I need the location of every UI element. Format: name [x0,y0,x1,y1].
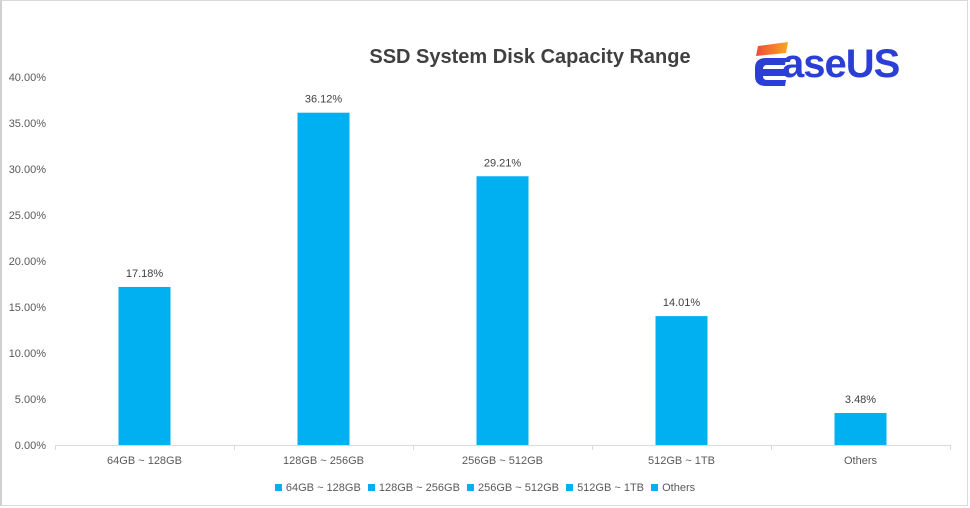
y-tick-label: 15.00% [9,302,47,314]
y-tick-label: 5.00% [15,394,46,406]
legend-swatch [566,483,574,491]
data-label: 17.18% [126,268,164,280]
legend-item: 128GB ~ 256GB [367,482,460,494]
legend-item: 64GB ~ 128GB [274,482,361,494]
legend-item: Others [651,482,695,494]
legend-item: 512GB ~ 1TB [566,482,644,494]
data-label: 14.01% [663,297,701,309]
y-tick-label: 0.00% [15,440,46,452]
data-label: 36.12% [305,94,343,106]
x-tick-label: 256GB ~ 512GB [462,455,543,467]
legend-swatch [466,483,474,491]
x-tick-label: Others [844,455,878,467]
chart-legend: 64GB ~ 128GB 128GB ~ 256GB 256GB ~ 512GB… [0,482,970,494]
legend-swatch [651,483,659,491]
legend-label: 128GB ~ 256GB [378,482,460,494]
bar [834,412,887,445]
x-tick-label: 512GB ~ 1TB [648,455,715,467]
legend-label: 512GB ~ 1TB [577,482,645,494]
x-tick-label: 128GB ~ 256GB [283,455,364,467]
x-tick-label: 64GB ~ 128GB [107,455,182,467]
y-tick-label: 10.00% [9,348,47,360]
bar [476,176,529,445]
y-tick-label: 30.00% [9,164,47,176]
legend-label: 64GB ~ 128GB [285,482,361,494]
y-tick-label: 35.00% [9,118,47,130]
bar-chart: 0.00% 5.00% 10.00% 15.00% 20.00% 25.00% 30.00%… [9,72,951,467]
bar [118,286,171,445]
y-tick-label: 40.00% [9,72,47,84]
data-label: 29.21% [484,157,522,169]
legend-swatch [274,483,282,491]
y-tick-label: 20.00% [9,256,47,268]
logo-e-mark-icon [755,42,788,86]
bar [655,316,708,445]
easeus-logo: aseUS [752,38,914,88]
legend-item: 256GB ~ 512GB [466,482,559,494]
logo-text: aseUS [782,42,900,86]
legend-label: Others [662,482,696,494]
legend-swatch [367,483,375,491]
chart-title: SSD System Disk Capacity Range [369,46,691,68]
legend-label: 256GB ~ 512GB [477,482,559,494]
data-label: 3.48% [845,394,876,406]
y-tick-label: 25.00% [9,210,47,222]
bar [297,112,350,446]
